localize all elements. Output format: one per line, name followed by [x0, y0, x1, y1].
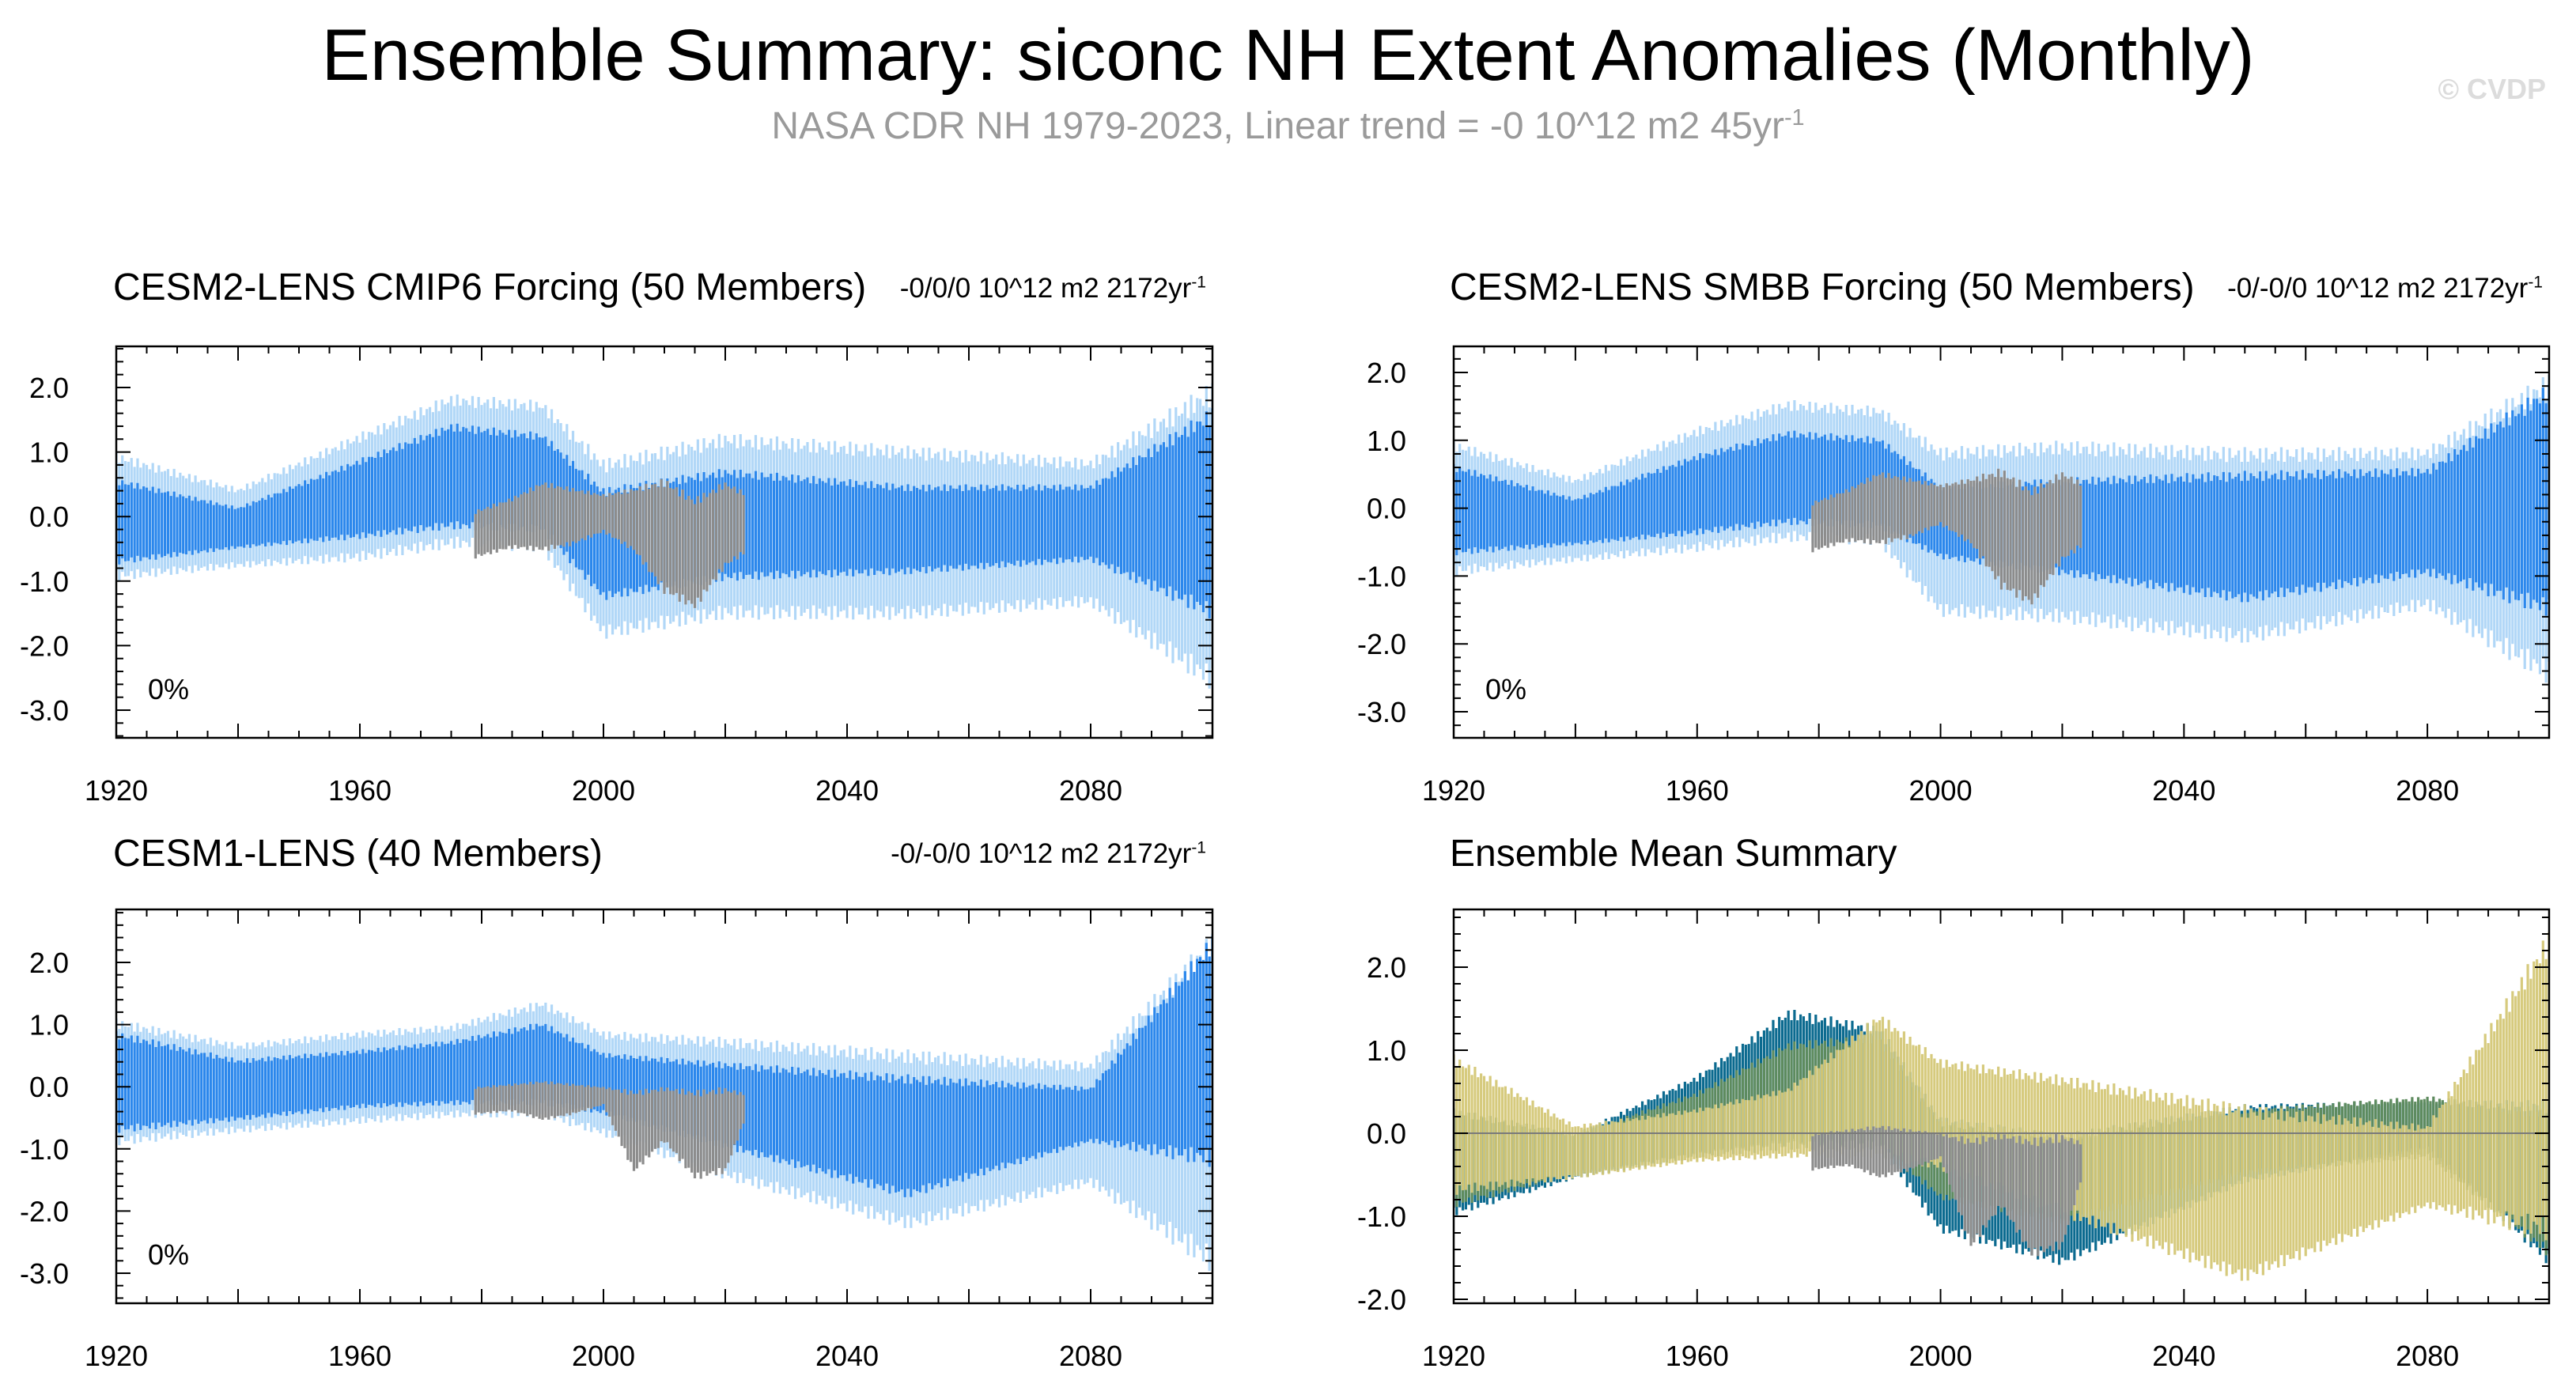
- panel-trend-smbb-text: -0/-0/0 10^12 m2 2172yr: [2227, 273, 2529, 304]
- x-tick-label: 1960: [328, 774, 392, 807]
- x-tick-label: 2040: [2152, 774, 2215, 807]
- panel-trend-smbb-exponent: -1: [2528, 273, 2543, 292]
- panel-trend-cesm1-exponent: -1: [1191, 838, 1206, 857]
- x-tick-label: 2080: [2396, 1340, 2459, 1372]
- y-tick-label: 1.0: [29, 1009, 69, 1042]
- y-tick-label: -1.0: [20, 1133, 69, 1166]
- y-tick-label: -3.0: [20, 1257, 69, 1290]
- x-tick-label: 2040: [815, 774, 879, 807]
- y-tick-label: 0.0: [1367, 1117, 1406, 1150]
- x-tick-label: 2080: [1059, 774, 1122, 807]
- x-tick-label: 2000: [572, 1340, 635, 1372]
- y-tick-label: 2.0: [1367, 951, 1406, 984]
- y-tick-label: -1.0: [1357, 560, 1406, 592]
- x-tick-label: 1960: [1666, 1340, 1729, 1372]
- panel-trend-smbb: -0/-0/0 10^12 m2 2172yr-1: [2227, 273, 2543, 304]
- y-tick-label: 1.0: [1367, 1034, 1406, 1067]
- panel-trend-cesm1-text: -0/-0/0 10^12 m2 2172yr: [891, 838, 1192, 869]
- y-tick-label: -3.0: [1357, 696, 1406, 728]
- x-tick-label: 1960: [328, 1340, 392, 1372]
- y-tick-label: 0.0: [29, 1071, 69, 1103]
- x-tick-label: 1920: [1422, 1340, 1485, 1372]
- y-tick-label: -2.0: [1357, 1283, 1406, 1316]
- panel-trend-cmip6: -0/0/0 10^12 m2 2172yr-1: [900, 273, 1206, 304]
- y-tick-label: -2.0: [20, 629, 69, 662]
- y-tick-label: 2.0: [29, 372, 69, 404]
- figure-subtitle: NASA CDR NH 1979-2023, Linear trend = -0…: [0, 104, 2576, 148]
- x-tick-label: 1920: [85, 1340, 148, 1372]
- y-tick-label: -3.0: [20, 694, 69, 727]
- x-tick-label: 2000: [572, 774, 635, 807]
- y-tick-label: 1.0: [1367, 425, 1406, 457]
- percent-label: 0%: [1485, 673, 1526, 705]
- x-tick-label: 1920: [85, 774, 148, 807]
- series-nasa-cdr-nh: [474, 478, 745, 608]
- x-tick-label: 2080: [1059, 1340, 1122, 1372]
- panel-title-cmip6: CESM2-LENS CMIP6 Forcing (50 Members): [113, 267, 867, 308]
- subtitle-exponent: -1: [1784, 105, 1805, 130]
- percent-label: 0%: [148, 1238, 189, 1271]
- panel-trend-cesm1: -0/-0/0 10^12 m2 2172yr-1: [891, 838, 1206, 870]
- x-tick-label: 1920: [1422, 774, 1485, 807]
- y-tick-label: 2.0: [29, 947, 69, 979]
- panel-trend-cmip6-text: -0/0/0 10^12 m2 2172yr: [899, 273, 1192, 304]
- y-tick-label: 1.0: [29, 437, 69, 469]
- panel-title-cesm1: CESM1-LENS (40 Members): [113, 833, 603, 875]
- series-nasa-cdr-nh: [1811, 468, 2082, 605]
- figure-title: Ensemble Summary: siconc NH Extent Anoma…: [321, 15, 2255, 96]
- x-tick-label: 2080: [2396, 774, 2459, 807]
- series-nasa-cdr-nh: [1811, 1125, 2082, 1257]
- cvdp-watermark: © CVDP: [2438, 73, 2546, 105]
- series-nasa-cdr-nh: [474, 1081, 745, 1179]
- x-tick-label: 1960: [1666, 774, 1729, 807]
- subtitle-text: NASA CDR NH 1979-2023, Linear trend = -0…: [771, 105, 1784, 147]
- x-tick-label: 2040: [815, 1340, 879, 1372]
- panel-title-mean: Ensemble Mean Summary: [1450, 833, 1897, 875]
- panel-title-smbb: CESM2-LENS SMBB Forcing (50 Members): [1450, 267, 2195, 308]
- y-tick-label: -1.0: [1357, 1200, 1406, 1233]
- y-tick-label: 0.0: [1367, 493, 1406, 525]
- x-tick-label: 2000: [1909, 774, 1973, 807]
- percent-label: 0%: [148, 673, 189, 705]
- panel-trend-cmip6-exponent: -1: [1191, 273, 1206, 292]
- y-tick-label: -2.0: [1357, 628, 1406, 660]
- y-tick-label: -1.0: [20, 565, 69, 598]
- y-tick-label: 2.0: [1367, 357, 1406, 389]
- x-tick-label: 2040: [2152, 1340, 2215, 1372]
- y-tick-label: -2.0: [20, 1195, 69, 1227]
- series-cesm1-lens: [1454, 932, 2549, 1281]
- x-tick-label: 2000: [1909, 1340, 1973, 1372]
- y-tick-label: 0.0: [29, 501, 69, 533]
